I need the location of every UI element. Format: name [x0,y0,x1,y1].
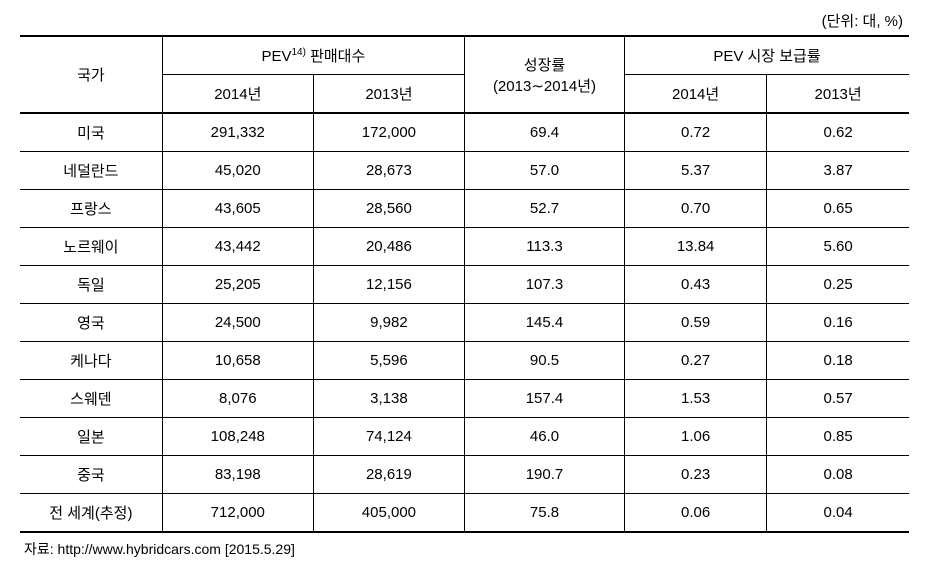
cell-sales-2013: 172,000 [313,113,464,152]
header-market-2014: 2014년 [625,75,767,114]
cell-country: 노르웨이 [20,228,162,266]
cell-country: 전 세계(추정) [20,494,162,533]
header-growth-line2: (2013∼2014년) [493,78,596,95]
cell-sales-2014: 10,658 [162,342,313,380]
table-row: 독일25,20512,156107.30.430.25 [20,266,909,304]
cell-sales-2013: 74,124 [313,418,464,456]
cell-growth: 52.7 [464,190,624,228]
cell-growth: 75.8 [464,494,624,533]
header-pev-sales-suffix: 판매대수 [306,48,365,65]
cell-growth: 190.7 [464,456,624,494]
cell-market-2014: 0.27 [625,342,767,380]
table-row: 케나다10,6585,59690.50.270.18 [20,342,909,380]
cell-market-2013: 5.60 [767,228,909,266]
header-pev-market: PEV 시장 보급률 [625,36,910,75]
header-pev-sales: PEV14) 판매대수 [162,36,464,75]
cell-country: 케나다 [20,342,162,380]
cell-sales-2013: 5,596 [313,342,464,380]
cell-sales-2014: 108,248 [162,418,313,456]
table-row: 일본108,24874,12446.01.060.85 [20,418,909,456]
cell-market-2013: 0.57 [767,380,909,418]
cell-country: 일본 [20,418,162,456]
table-row: 중국83,19828,619190.70.230.08 [20,456,909,494]
cell-market-2013: 3.87 [767,152,909,190]
cell-sales-2014: 291,332 [162,113,313,152]
cell-sales-2013: 28,619 [313,456,464,494]
header-growth-line1: 성장률 [524,57,565,74]
cell-growth: 145.4 [464,304,624,342]
table-row: 프랑스43,60528,56052.70.700.65 [20,190,909,228]
cell-market-2014: 1.53 [625,380,767,418]
cell-market-2013: 0.04 [767,494,909,533]
table-row: 노르웨이43,44220,486113.313.845.60 [20,228,909,266]
cell-market-2014: 0.70 [625,190,767,228]
header-pev-sales-prefix: PEV [261,48,291,65]
table-row: 미국291,332172,00069.40.720.62 [20,113,909,152]
cell-sales-2014: 25,205 [162,266,313,304]
header-sales-2013: 2013년 [313,75,464,114]
cell-growth: 107.3 [464,266,624,304]
cell-sales-2014: 24,500 [162,304,313,342]
cell-growth: 69.4 [464,113,624,152]
cell-country: 영국 [20,304,162,342]
cell-country: 네덜란드 [20,152,162,190]
header-sales-2014: 2014년 [162,75,313,114]
source-label: 자료: http://www.hybridcars.com [2015.5.29… [20,539,909,559]
table-row: 네덜란드45,02028,67357.05.373.87 [20,152,909,190]
table-row: 전 세계(추정)712,000405,00075.80.060.04 [20,494,909,533]
table-row: 스웨덴8,0763,138157.41.530.57 [20,380,909,418]
cell-sales-2014: 43,605 [162,190,313,228]
cell-market-2014: 1.06 [625,418,767,456]
cell-growth: 57.0 [464,152,624,190]
header-growth: 성장률 (2013∼2014년) [464,36,624,113]
cell-sales-2014: 43,442 [162,228,313,266]
cell-market-2014: 0.59 [625,304,767,342]
cell-market-2013: 0.08 [767,456,909,494]
cell-market-2014: 0.43 [625,266,767,304]
cell-country: 중국 [20,456,162,494]
cell-country: 독일 [20,266,162,304]
header-pev-sales-sup: 14) [291,47,305,58]
pev-data-table: 국가 PEV14) 판매대수 성장률 (2013∼2014년) PEV 시장 보… [20,35,909,533]
cell-sales-2014: 712,000 [162,494,313,533]
cell-market-2014: 13.84 [625,228,767,266]
cell-sales-2013: 9,982 [313,304,464,342]
cell-market-2014: 0.06 [625,494,767,533]
cell-growth: 113.3 [464,228,624,266]
cell-sales-2013: 405,000 [313,494,464,533]
cell-growth: 90.5 [464,342,624,380]
cell-market-2014: 5.37 [625,152,767,190]
cell-growth: 46.0 [464,418,624,456]
cell-market-2014: 0.72 [625,113,767,152]
cell-country: 프랑스 [20,190,162,228]
header-country: 국가 [20,36,162,113]
cell-country: 미국 [20,113,162,152]
cell-sales-2013: 12,156 [313,266,464,304]
unit-label: (단위: 대, %) [20,10,909,31]
cell-sales-2013: 3,138 [313,380,464,418]
cell-market-2014: 0.23 [625,456,767,494]
cell-sales-2014: 45,020 [162,152,313,190]
cell-sales-2014: 83,198 [162,456,313,494]
cell-market-2013: 0.65 [767,190,909,228]
cell-sales-2013: 28,673 [313,152,464,190]
cell-market-2013: 0.16 [767,304,909,342]
table-body: 미국291,332172,00069.40.720.62네덜란드45,02028… [20,113,909,532]
cell-sales-2014: 8,076 [162,380,313,418]
cell-growth: 157.4 [464,380,624,418]
cell-sales-2013: 20,486 [313,228,464,266]
table-row: 영국24,5009,982145.40.590.16 [20,304,909,342]
cell-market-2013: 0.85 [767,418,909,456]
header-market-2013: 2013년 [767,75,909,114]
cell-market-2013: 0.62 [767,113,909,152]
cell-country: 스웨덴 [20,380,162,418]
cell-market-2013: 0.25 [767,266,909,304]
cell-market-2013: 0.18 [767,342,909,380]
cell-sales-2013: 28,560 [313,190,464,228]
